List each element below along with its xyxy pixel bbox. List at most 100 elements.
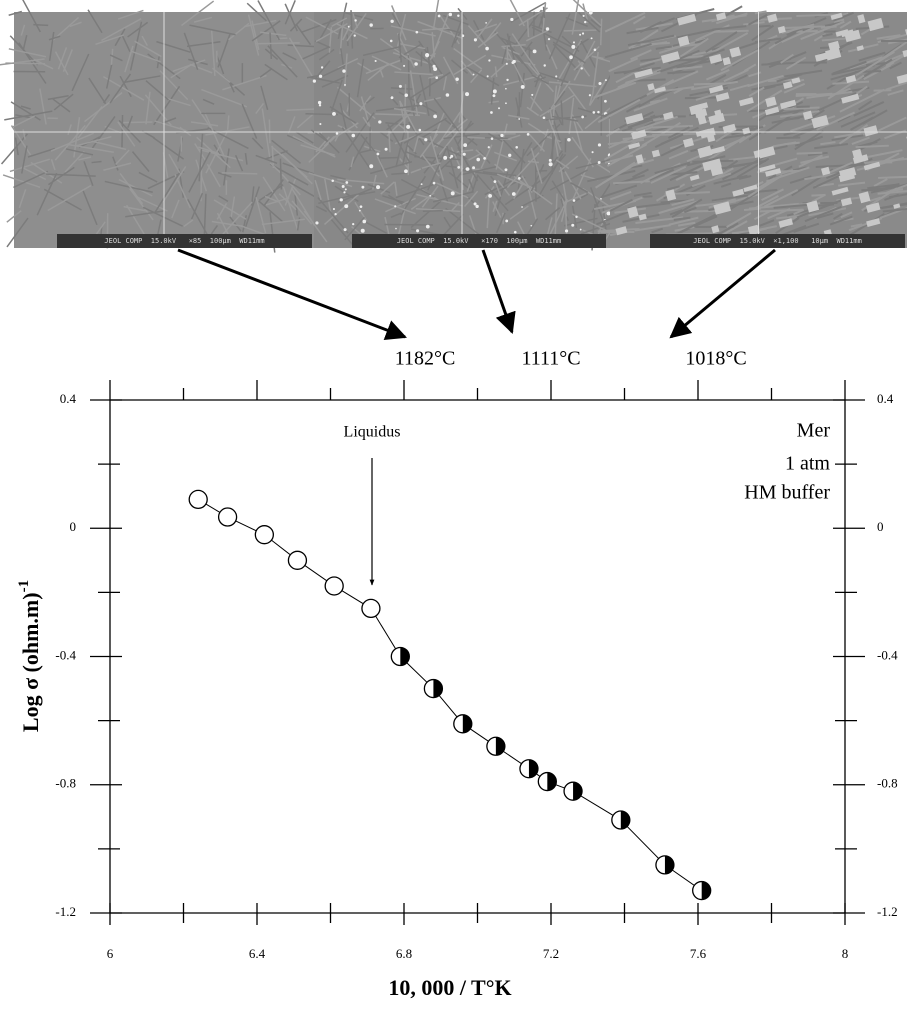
texture	[300, 144, 335, 156]
texture	[229, 216, 242, 232]
texture	[548, 81, 597, 88]
texture	[284, 0, 296, 25]
texture	[33, 23, 49, 27]
texture	[597, 161, 601, 164]
texture	[506, 152, 540, 189]
texture	[627, 206, 639, 219]
texture	[789, 117, 800, 121]
info-bar	[57, 234, 312, 248]
texture	[198, 133, 204, 182]
texture	[267, 45, 298, 78]
texture	[635, 154, 644, 164]
texture	[832, 60, 867, 75]
texture	[763, 107, 804, 134]
x-axis-label: 10, 000 / T°K	[388, 975, 511, 1000]
texture	[795, 92, 833, 97]
texture	[551, 180, 567, 203]
texture	[14, 137, 19, 156]
texture	[5, 62, 46, 65]
texture	[831, 186, 849, 196]
texture	[765, 168, 782, 177]
texture	[53, 93, 74, 111]
texture	[488, 59, 491, 62]
texture	[572, 41, 576, 44]
texture	[695, 92, 719, 101]
texture	[547, 38, 551, 41]
marker-fill	[400, 647, 410, 666]
texture	[246, 2, 267, 22]
texture	[545, 115, 587, 121]
texture	[437, 14, 441, 18]
texture	[580, 67, 583, 70]
texture	[548, 119, 562, 151]
data-point	[361, 598, 381, 619]
texture	[461, 169, 504, 177]
texture	[84, 92, 123, 123]
texture	[264, 195, 279, 203]
texture	[598, 82, 602, 86]
annotation: Liquidus	[344, 424, 401, 441]
texture	[4, 110, 53, 121]
texture	[796, 151, 823, 155]
texture	[526, 106, 540, 117]
texture	[259, 67, 273, 78]
texture	[887, 89, 904, 96]
texture	[526, 133, 530, 136]
texture	[686, 155, 726, 167]
micrograph-caption: JEOL COMP 15.0kV ×85 100μm WD11mm	[104, 237, 264, 245]
texture	[686, 155, 700, 163]
texture	[460, 166, 497, 176]
texture	[568, 97, 575, 135]
texture	[651, 149, 661, 158]
texture	[635, 115, 678, 131]
texture	[509, 205, 529, 220]
texture	[422, 137, 468, 160]
texture	[509, 0, 525, 27]
texture	[339, 48, 346, 73]
texture	[494, 151, 517, 162]
texture	[501, 35, 511, 65]
texture	[404, 93, 409, 97]
texture	[465, 92, 470, 97]
temperature-label: 1111°C	[521, 348, 580, 370]
x-tick-label: 6.4	[249, 946, 266, 961]
texture	[103, 162, 132, 172]
texture	[521, 175, 533, 193]
texture	[95, 34, 125, 46]
texture	[160, 117, 177, 125]
texture	[705, 31, 738, 53]
texture	[380, 181, 395, 195]
texture	[18, 189, 27, 209]
texture	[709, 53, 723, 64]
texture	[570, 182, 589, 193]
texture	[190, 192, 204, 220]
texture	[889, 61, 902, 70]
texture	[858, 51, 886, 62]
texture	[542, 6, 546, 19]
texture	[753, 209, 771, 221]
texture	[555, 75, 558, 78]
texture	[205, 126, 250, 136]
texture	[376, 152, 380, 156]
texture	[318, 104, 322, 107]
texture	[429, 194, 432, 197]
texture	[379, 38, 412, 62]
texture	[317, 197, 349, 234]
texture	[360, 134, 376, 152]
texture	[261, 218, 305, 226]
texture	[654, 161, 691, 175]
texture	[330, 174, 346, 180]
texture	[69, 21, 82, 28]
texture	[838, 172, 856, 183]
texture	[559, 166, 568, 202]
texture	[403, 64, 406, 67]
texture	[632, 15, 646, 25]
texture	[476, 174, 509, 212]
texture	[584, 20, 587, 24]
texture	[216, 55, 225, 75]
texture	[406, 124, 411, 129]
micrograph-caption: JEOL COMP 15.0kV ×1,100 10μm WD11mm	[693, 237, 862, 245]
texture	[385, 122, 408, 126]
texture	[887, 38, 907, 45]
texture	[279, 158, 283, 190]
